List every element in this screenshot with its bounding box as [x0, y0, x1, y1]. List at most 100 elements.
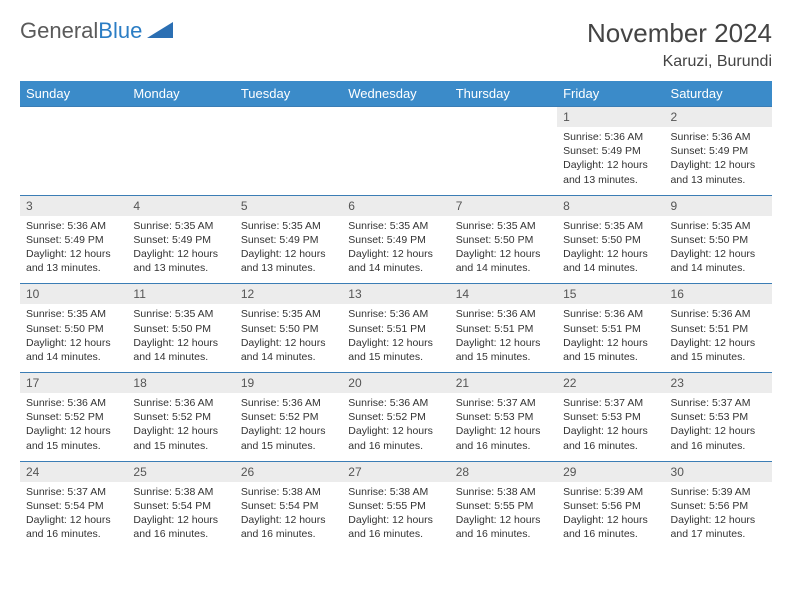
- day-number: 23: [665, 373, 772, 393]
- day-number: 10: [20, 284, 127, 304]
- calendar-week: 1Sunrise: 5:36 AMSunset: 5:49 PMDaylight…: [20, 107, 772, 196]
- daylight-text: Daylight: 12 hours and 16 minutes.: [563, 424, 658, 452]
- day-body: Sunrise: 5:37 AMSunset: 5:54 PMDaylight:…: [20, 482, 127, 550]
- daylight-text: Daylight: 12 hours and 13 minutes.: [671, 158, 766, 186]
- daylight-text: Daylight: 12 hours and 16 minutes.: [26, 513, 121, 541]
- sunrise-text: Sunrise: 5:36 AM: [671, 130, 766, 144]
- sunrise-text: Sunrise: 5:36 AM: [671, 307, 766, 321]
- sunset-text: Sunset: 5:56 PM: [563, 499, 658, 513]
- day-number: 4: [127, 196, 234, 216]
- day-body: Sunrise: 5:37 AMSunset: 5:53 PMDaylight:…: [450, 393, 557, 461]
- calendar-table: Sunday Monday Tuesday Wednesday Thursday…: [20, 81, 772, 549]
- day-number: 27: [342, 462, 449, 482]
- day-number: 9: [665, 196, 772, 216]
- day-number: 26: [235, 462, 342, 482]
- day-number: 15: [557, 284, 664, 304]
- sunrise-text: Sunrise: 5:38 AM: [133, 485, 228, 499]
- day-body: Sunrise: 5:36 AMSunset: 5:49 PMDaylight:…: [557, 127, 664, 195]
- calendar-cell: 20Sunrise: 5:36 AMSunset: 5:52 PMDayligh…: [342, 373, 449, 462]
- calendar-cell: 19Sunrise: 5:36 AMSunset: 5:52 PMDayligh…: [235, 373, 342, 462]
- sunset-text: Sunset: 5:50 PM: [26, 322, 121, 336]
- logo-text: GeneralBlue: [20, 18, 142, 44]
- calendar-cell: 6Sunrise: 5:35 AMSunset: 5:49 PMDaylight…: [342, 195, 449, 284]
- day-body: [342, 113, 449, 171]
- sunrise-text: Sunrise: 5:38 AM: [348, 485, 443, 499]
- day-header-row: Sunday Monday Tuesday Wednesday Thursday…: [20, 81, 772, 107]
- day-body: [450, 113, 557, 171]
- day-header: Friday: [557, 81, 664, 107]
- sunset-text: Sunset: 5:50 PM: [241, 322, 336, 336]
- day-number: 11: [127, 284, 234, 304]
- day-number: 8: [557, 196, 664, 216]
- sunrise-text: Sunrise: 5:36 AM: [456, 307, 551, 321]
- sunrise-text: Sunrise: 5:35 AM: [241, 307, 336, 321]
- day-body: Sunrise: 5:35 AMSunset: 5:50 PMDaylight:…: [127, 304, 234, 372]
- day-body: Sunrise: 5:35 AMSunset: 5:50 PMDaylight:…: [235, 304, 342, 372]
- calendar-cell: 25Sunrise: 5:38 AMSunset: 5:54 PMDayligh…: [127, 461, 234, 549]
- calendar-cell: 21Sunrise: 5:37 AMSunset: 5:53 PMDayligh…: [450, 373, 557, 462]
- daylight-text: Daylight: 12 hours and 16 minutes.: [563, 513, 658, 541]
- calendar-week: 17Sunrise: 5:36 AMSunset: 5:52 PMDayligh…: [20, 373, 772, 462]
- daylight-text: Daylight: 12 hours and 16 minutes.: [133, 513, 228, 541]
- sunset-text: Sunset: 5:53 PM: [456, 410, 551, 424]
- day-body: Sunrise: 5:35 AMSunset: 5:50 PMDaylight:…: [20, 304, 127, 372]
- location: Karuzi, Burundi: [587, 53, 772, 71]
- calendar-cell: [342, 107, 449, 196]
- daylight-text: Daylight: 12 hours and 14 minutes.: [456, 247, 551, 275]
- day-body: [127, 113, 234, 171]
- calendar-cell: 14Sunrise: 5:36 AMSunset: 5:51 PMDayligh…: [450, 284, 557, 373]
- sunset-text: Sunset: 5:49 PM: [241, 233, 336, 247]
- sunrise-text: Sunrise: 5:36 AM: [348, 307, 443, 321]
- day-body: Sunrise: 5:35 AMSunset: 5:50 PMDaylight:…: [557, 216, 664, 284]
- daylight-text: Daylight: 12 hours and 15 minutes.: [671, 336, 766, 364]
- calendar-cell: 24Sunrise: 5:37 AMSunset: 5:54 PMDayligh…: [20, 461, 127, 549]
- sunset-text: Sunset: 5:51 PM: [456, 322, 551, 336]
- sunrise-text: Sunrise: 5:35 AM: [348, 219, 443, 233]
- sunset-text: Sunset: 5:49 PM: [671, 144, 766, 158]
- day-body: Sunrise: 5:36 AMSunset: 5:49 PMDaylight:…: [665, 127, 772, 195]
- day-body: Sunrise: 5:36 AMSunset: 5:52 PMDaylight:…: [127, 393, 234, 461]
- calendar-week: 10Sunrise: 5:35 AMSunset: 5:50 PMDayligh…: [20, 284, 772, 373]
- calendar-cell: [127, 107, 234, 196]
- sunset-text: Sunset: 5:54 PM: [133, 499, 228, 513]
- calendar-cell: 3Sunrise: 5:36 AMSunset: 5:49 PMDaylight…: [20, 195, 127, 284]
- day-body: Sunrise: 5:36 AMSunset: 5:52 PMDaylight:…: [342, 393, 449, 461]
- daylight-text: Daylight: 12 hours and 15 minutes.: [563, 336, 658, 364]
- sunrise-text: Sunrise: 5:37 AM: [563, 396, 658, 410]
- sunset-text: Sunset: 5:55 PM: [348, 499, 443, 513]
- sunset-text: Sunset: 5:49 PM: [348, 233, 443, 247]
- calendar-cell: 1Sunrise: 5:36 AMSunset: 5:49 PMDaylight…: [557, 107, 664, 196]
- daylight-text: Daylight: 12 hours and 13 minutes.: [133, 247, 228, 275]
- daylight-text: Daylight: 12 hours and 16 minutes.: [348, 424, 443, 452]
- sunrise-text: Sunrise: 5:35 AM: [241, 219, 336, 233]
- calendar-cell: 18Sunrise: 5:36 AMSunset: 5:52 PMDayligh…: [127, 373, 234, 462]
- header: GeneralBlue November 2024 Karuzi, Burund…: [20, 18, 772, 71]
- day-body: [235, 113, 342, 171]
- day-number: 19: [235, 373, 342, 393]
- calendar-cell: 5Sunrise: 5:35 AMSunset: 5:49 PMDaylight…: [235, 195, 342, 284]
- daylight-text: Daylight: 12 hours and 13 minutes.: [563, 158, 658, 186]
- day-body: Sunrise: 5:35 AMSunset: 5:49 PMDaylight:…: [342, 216, 449, 284]
- day-number: 5: [235, 196, 342, 216]
- calendar-cell: [450, 107, 557, 196]
- logo-word1: General: [20, 18, 98, 43]
- day-number: 20: [342, 373, 449, 393]
- daylight-text: Daylight: 12 hours and 15 minutes.: [133, 424, 228, 452]
- daylight-text: Daylight: 12 hours and 13 minutes.: [26, 247, 121, 275]
- sunrise-text: Sunrise: 5:36 AM: [563, 130, 658, 144]
- sunset-text: Sunset: 5:54 PM: [241, 499, 336, 513]
- day-header: Wednesday: [342, 81, 449, 107]
- daylight-text: Daylight: 12 hours and 14 minutes.: [348, 247, 443, 275]
- sunset-text: Sunset: 5:50 PM: [671, 233, 766, 247]
- day-body: Sunrise: 5:36 AMSunset: 5:51 PMDaylight:…: [557, 304, 664, 372]
- day-number: 24: [20, 462, 127, 482]
- day-number: 13: [342, 284, 449, 304]
- daylight-text: Daylight: 12 hours and 14 minutes.: [563, 247, 658, 275]
- daylight-text: Daylight: 12 hours and 15 minutes.: [241, 424, 336, 452]
- daylight-text: Daylight: 12 hours and 14 minutes.: [26, 336, 121, 364]
- day-body: Sunrise: 5:36 AMSunset: 5:51 PMDaylight:…: [450, 304, 557, 372]
- day-body: Sunrise: 5:38 AMSunset: 5:54 PMDaylight:…: [235, 482, 342, 550]
- day-number: 17: [20, 373, 127, 393]
- day-body: Sunrise: 5:35 AMSunset: 5:49 PMDaylight:…: [127, 216, 234, 284]
- calendar-cell: 27Sunrise: 5:38 AMSunset: 5:55 PMDayligh…: [342, 461, 449, 549]
